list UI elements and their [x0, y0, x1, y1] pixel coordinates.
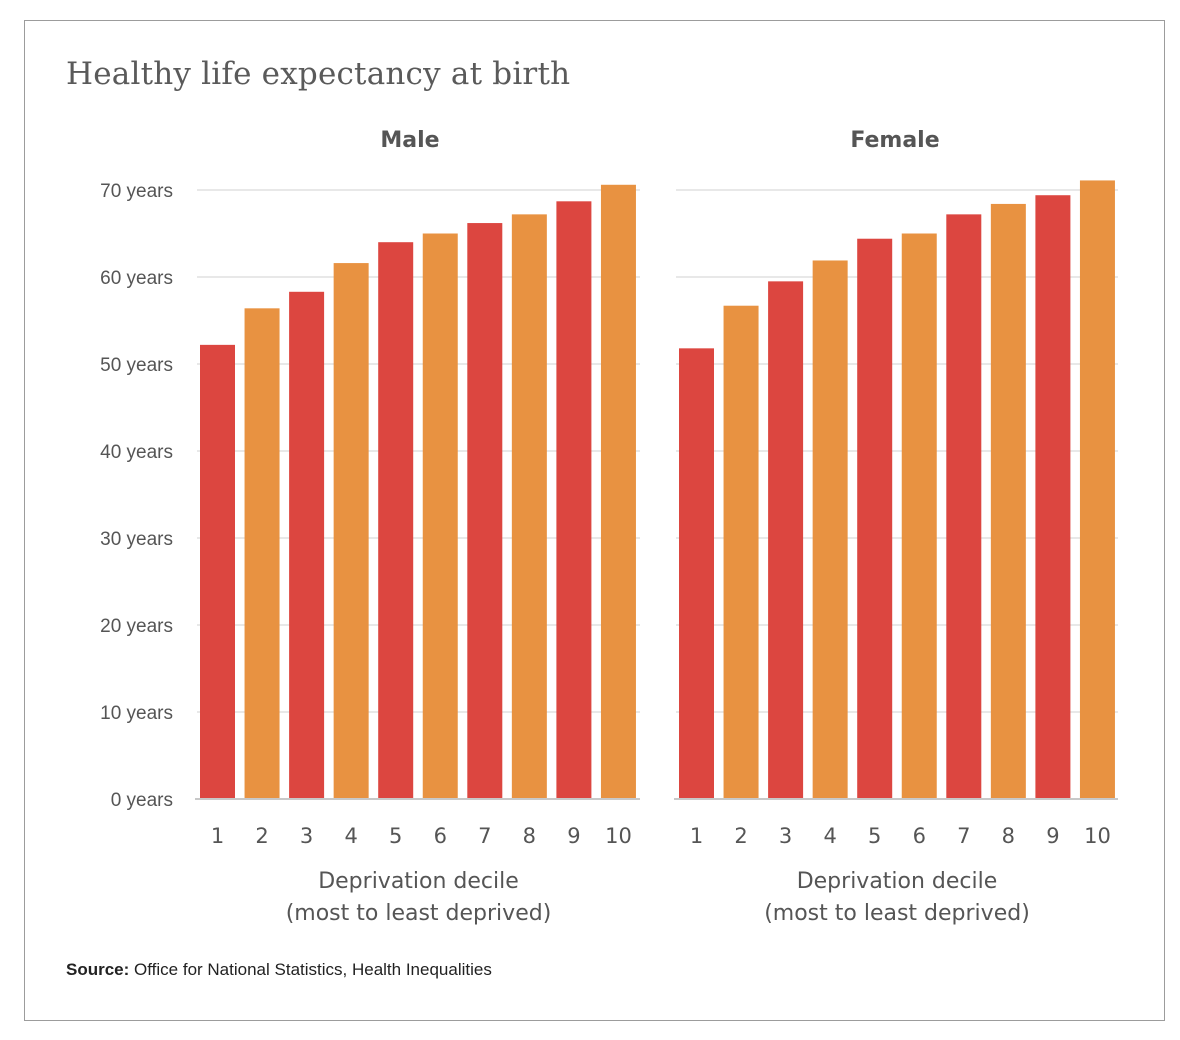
- y-tick-label: 50 years: [100, 355, 173, 376]
- x-tick-label: 5: [868, 824, 881, 848]
- x-tick-label: 2: [734, 824, 747, 848]
- x-axis-label-line-1: Deprivation decile: [318, 869, 519, 894]
- bar-male-5: [378, 242, 414, 799]
- y-tick-label: 60 years: [100, 268, 173, 289]
- y-tick-label: 0 years: [111, 790, 173, 811]
- source-label: Source:: [66, 960, 130, 979]
- y-tick-label: 30 years: [100, 529, 173, 550]
- x-tick-label: 10: [1084, 824, 1111, 848]
- bar-female-9: [1035, 195, 1071, 800]
- x-tick-label: 4: [823, 824, 836, 848]
- x-axis-label-line-1: Deprivation decile: [797, 869, 998, 894]
- bar-female-1: [679, 348, 714, 799]
- bar-female-4: [812, 260, 848, 800]
- x-tick-label: 4: [344, 824, 357, 848]
- bar-female-6: [901, 233, 937, 799]
- bar-female-7: [946, 214, 982, 800]
- bar-male-3: [289, 291, 325, 799]
- bar-female-8: [990, 203, 1026, 800]
- source-text: Office for National Statistics, Health I…: [134, 960, 492, 979]
- x-tick-label: 9: [567, 824, 580, 848]
- chart-title: Healthy life expectancy at birth: [66, 56, 571, 92]
- x-tick-label: 1: [211, 824, 224, 848]
- bar-male-6: [422, 233, 458, 799]
- x-tick-label: 3: [779, 824, 792, 848]
- bar-male-1: [200, 344, 235, 799]
- x-tick-label: 6: [434, 824, 447, 848]
- y-tick-label: 20 years: [100, 616, 173, 637]
- bar-male-7: [467, 223, 503, 799]
- x-tick-label: 3: [300, 824, 313, 848]
- x-tick-label: 5: [389, 824, 402, 848]
- x-tick-label: 1: [690, 824, 703, 848]
- x-tick-label: 8: [523, 824, 536, 848]
- y-tick-label: 40 years: [100, 442, 173, 463]
- panel-title-1: Male: [380, 128, 439, 153]
- x-tick-label: 6: [913, 824, 926, 848]
- x-axis-label-line-2: (most to least deprived): [764, 901, 1030, 926]
- bar-male-9: [556, 201, 592, 799]
- bar-female-3: [768, 281, 804, 800]
- x-axis-label-line-2: (most to least deprived): [286, 901, 552, 926]
- panel-title-2: Female: [850, 128, 939, 153]
- bar-female-10: [1079, 180, 1115, 799]
- bar-male-10: [600, 184, 636, 799]
- bar-male-8: [511, 214, 547, 800]
- source-note: Source: Office for National Statistics, …: [66, 960, 492, 980]
- y-tick-label: 10 years: [100, 703, 173, 724]
- x-tick-label: 8: [1002, 824, 1015, 848]
- x-tick-label: 10: [605, 824, 632, 848]
- bar-male-4: [333, 263, 369, 800]
- x-tick-label: 9: [1046, 824, 1059, 848]
- x-tick-label: 2: [255, 824, 268, 848]
- x-tick-label: 7: [957, 824, 970, 848]
- bar-female-5: [857, 238, 893, 800]
- bar-male-2: [244, 308, 280, 799]
- bar-female-2: [723, 305, 759, 799]
- x-tick-label: 7: [478, 824, 491, 848]
- y-tick-label: 70 years: [100, 181, 173, 202]
